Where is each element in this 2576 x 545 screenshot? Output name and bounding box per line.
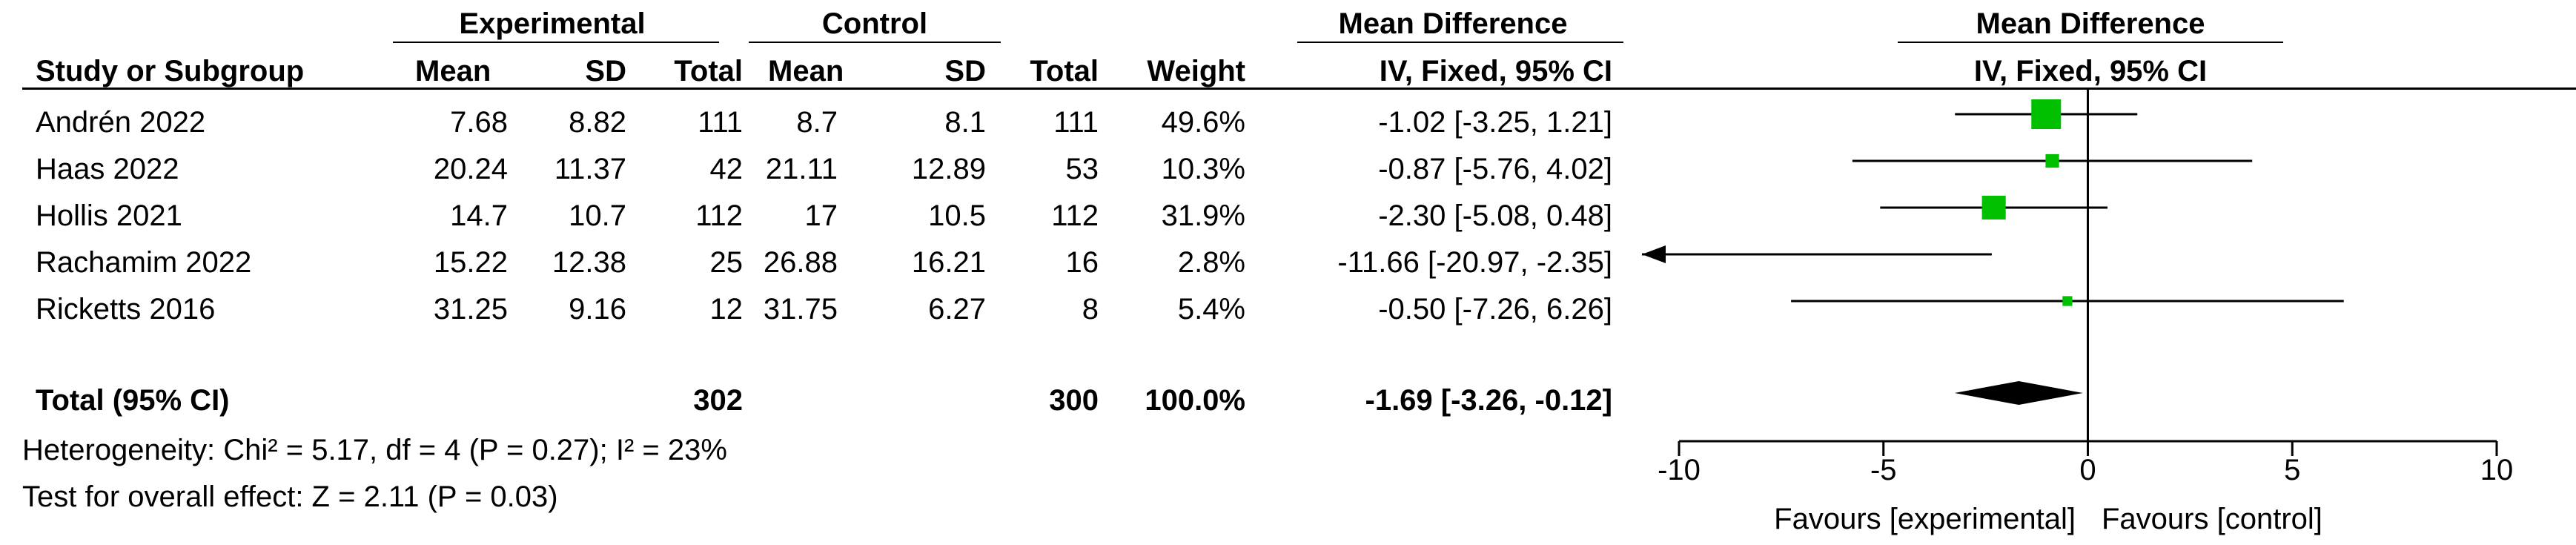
study-column-header: Study or Subgroup bbox=[36, 55, 305, 87]
point-estimate-marker bbox=[2045, 153, 2059, 168]
exp-mean: 15.22 bbox=[433, 246, 508, 279]
control-group-header: Control bbox=[821, 7, 928, 40]
favours-left-label: Favours [experimental] bbox=[1774, 503, 2076, 535]
weight: 49.6% bbox=[1161, 106, 1245, 139]
point-estimate-marker bbox=[2031, 99, 2062, 129]
point-estimate-marker bbox=[1981, 195, 2006, 220]
weight-column-header: Weight bbox=[1147, 55, 1245, 87]
total-label: Total (95% CI) bbox=[36, 384, 230, 417]
experimental-group-header: Experimental bbox=[459, 7, 646, 40]
exp-sd-column-header: SD bbox=[585, 55, 626, 87]
study-name: Rachamim 2022 bbox=[36, 246, 252, 279]
ctl-sd-column-header: SD bbox=[944, 55, 986, 87]
exp-total: 42 bbox=[709, 153, 744, 185]
ctl-mean: 17 bbox=[804, 199, 838, 232]
ci-text: -11.66 [-20.97, -2.35] bbox=[1337, 246, 1612, 279]
ci-text: -1.02 [-3.25, 1.21] bbox=[1378, 106, 1612, 139]
favours-right-label: Favours [control] bbox=[2102, 503, 2322, 535]
ctl-sd: 6.27 bbox=[928, 293, 986, 326]
ctl-total: 8 bbox=[1082, 293, 1099, 326]
exp-mean: 7.68 bbox=[450, 106, 508, 139]
weight: 10.3% bbox=[1161, 153, 1245, 185]
weight: 5.4% bbox=[1177, 293, 1245, 326]
ctl-sd: 10.5 bbox=[928, 199, 986, 232]
pooled-diamond bbox=[1954, 381, 2083, 405]
exp-sd: 10.7 bbox=[569, 199, 626, 232]
exp-sd: 9.16 bbox=[569, 293, 626, 326]
ci-text: -2.30 [-5.08, 0.48] bbox=[1378, 199, 1612, 232]
x-axis-tick-label: 5 bbox=[2284, 454, 2300, 486]
ctl-sd: 12.89 bbox=[911, 153, 986, 185]
study-name: Hollis 2021 bbox=[36, 199, 182, 232]
study-name: Ricketts 2016 bbox=[36, 293, 216, 326]
ctl-sd: 8.1 bbox=[944, 106, 986, 139]
ctl-mean: 21.11 bbox=[765, 153, 838, 185]
exp-sd: 11.37 bbox=[554, 153, 626, 185]
total-exp-total: 302 bbox=[693, 384, 743, 417]
ctl-total: 111 bbox=[1053, 106, 1099, 139]
plot-method-header: IV, Fixed, 95% CI bbox=[1973, 55, 2208, 87]
x-axis-tick-label: 10 bbox=[2480, 454, 2514, 486]
weight: 31.9% bbox=[1161, 199, 1245, 232]
plot-title: Mean Difference bbox=[1976, 7, 2205, 40]
overall-effect-text: Test for overall effect: Z = 2.11 (P = 0… bbox=[22, 480, 558, 513]
exp-sd: 8.82 bbox=[569, 106, 626, 139]
ctl-mean: 8.7 bbox=[796, 106, 838, 139]
ctl-total: 112 bbox=[1051, 199, 1099, 232]
exp-total: 25 bbox=[709, 246, 744, 279]
header-rule bbox=[22, 87, 2576, 90]
point-estimate-marker bbox=[2062, 296, 2073, 306]
method-column-header: IV, Fixed, 95% CI bbox=[1379, 55, 1612, 87]
x-axis-tick-label: -5 bbox=[1870, 454, 1897, 486]
exp-total: 12 bbox=[709, 293, 744, 326]
weight: 2.8% bbox=[1177, 246, 1245, 279]
ci-text: -0.87 [-5.76, 4.02] bbox=[1378, 153, 1612, 185]
exp-sd: 12.38 bbox=[552, 246, 626, 279]
experimental-header-underline bbox=[393, 42, 719, 43]
exp-total: 111 bbox=[698, 106, 743, 139]
ctl-total: 53 bbox=[1065, 153, 1099, 185]
exp-mean-column-header: Mean bbox=[415, 55, 491, 87]
exp-mean: 14.7 bbox=[450, 199, 508, 232]
ci-arrow-left bbox=[1642, 245, 1666, 263]
study-name: Haas 2022 bbox=[36, 153, 179, 185]
exp-mean: 20.24 bbox=[433, 153, 508, 185]
plot-title-underline bbox=[1898, 42, 2283, 43]
ctl-total: 16 bbox=[1065, 246, 1099, 279]
exp-total-column-header: Total bbox=[674, 55, 743, 87]
exp-mean: 31.25 bbox=[433, 293, 508, 326]
x-axis-tick-label: -10 bbox=[1658, 454, 1701, 486]
total-ctl-total: 300 bbox=[1049, 384, 1099, 417]
ctl-mean-column-header: Mean bbox=[768, 55, 844, 87]
heterogeneity-text: Heterogeneity: Chi² = 5.17, df = 4 (P = … bbox=[22, 434, 727, 466]
exp-total: 112 bbox=[695, 199, 743, 232]
mean-difference-header: Mean Difference bbox=[1338, 7, 1568, 40]
ctl-mean: 26.88 bbox=[763, 246, 838, 279]
total-ci-text: -1.69 [-3.26, -0.12] bbox=[1365, 384, 1613, 417]
ctl-total-column-header: Total bbox=[1030, 55, 1099, 87]
ctl-mean: 31.75 bbox=[763, 293, 838, 326]
ci-text: -0.50 [-7.26, 6.26] bbox=[1378, 293, 1612, 326]
mean-difference-header-underline bbox=[1297, 42, 1623, 43]
total-weight: 100.0% bbox=[1145, 384, 1245, 417]
x-axis-tick-label: 0 bbox=[2079, 454, 2096, 486]
ctl-sd: 16.21 bbox=[911, 246, 986, 279]
study-name: Andrén 2022 bbox=[36, 106, 206, 139]
control-header-underline bbox=[749, 42, 1001, 43]
